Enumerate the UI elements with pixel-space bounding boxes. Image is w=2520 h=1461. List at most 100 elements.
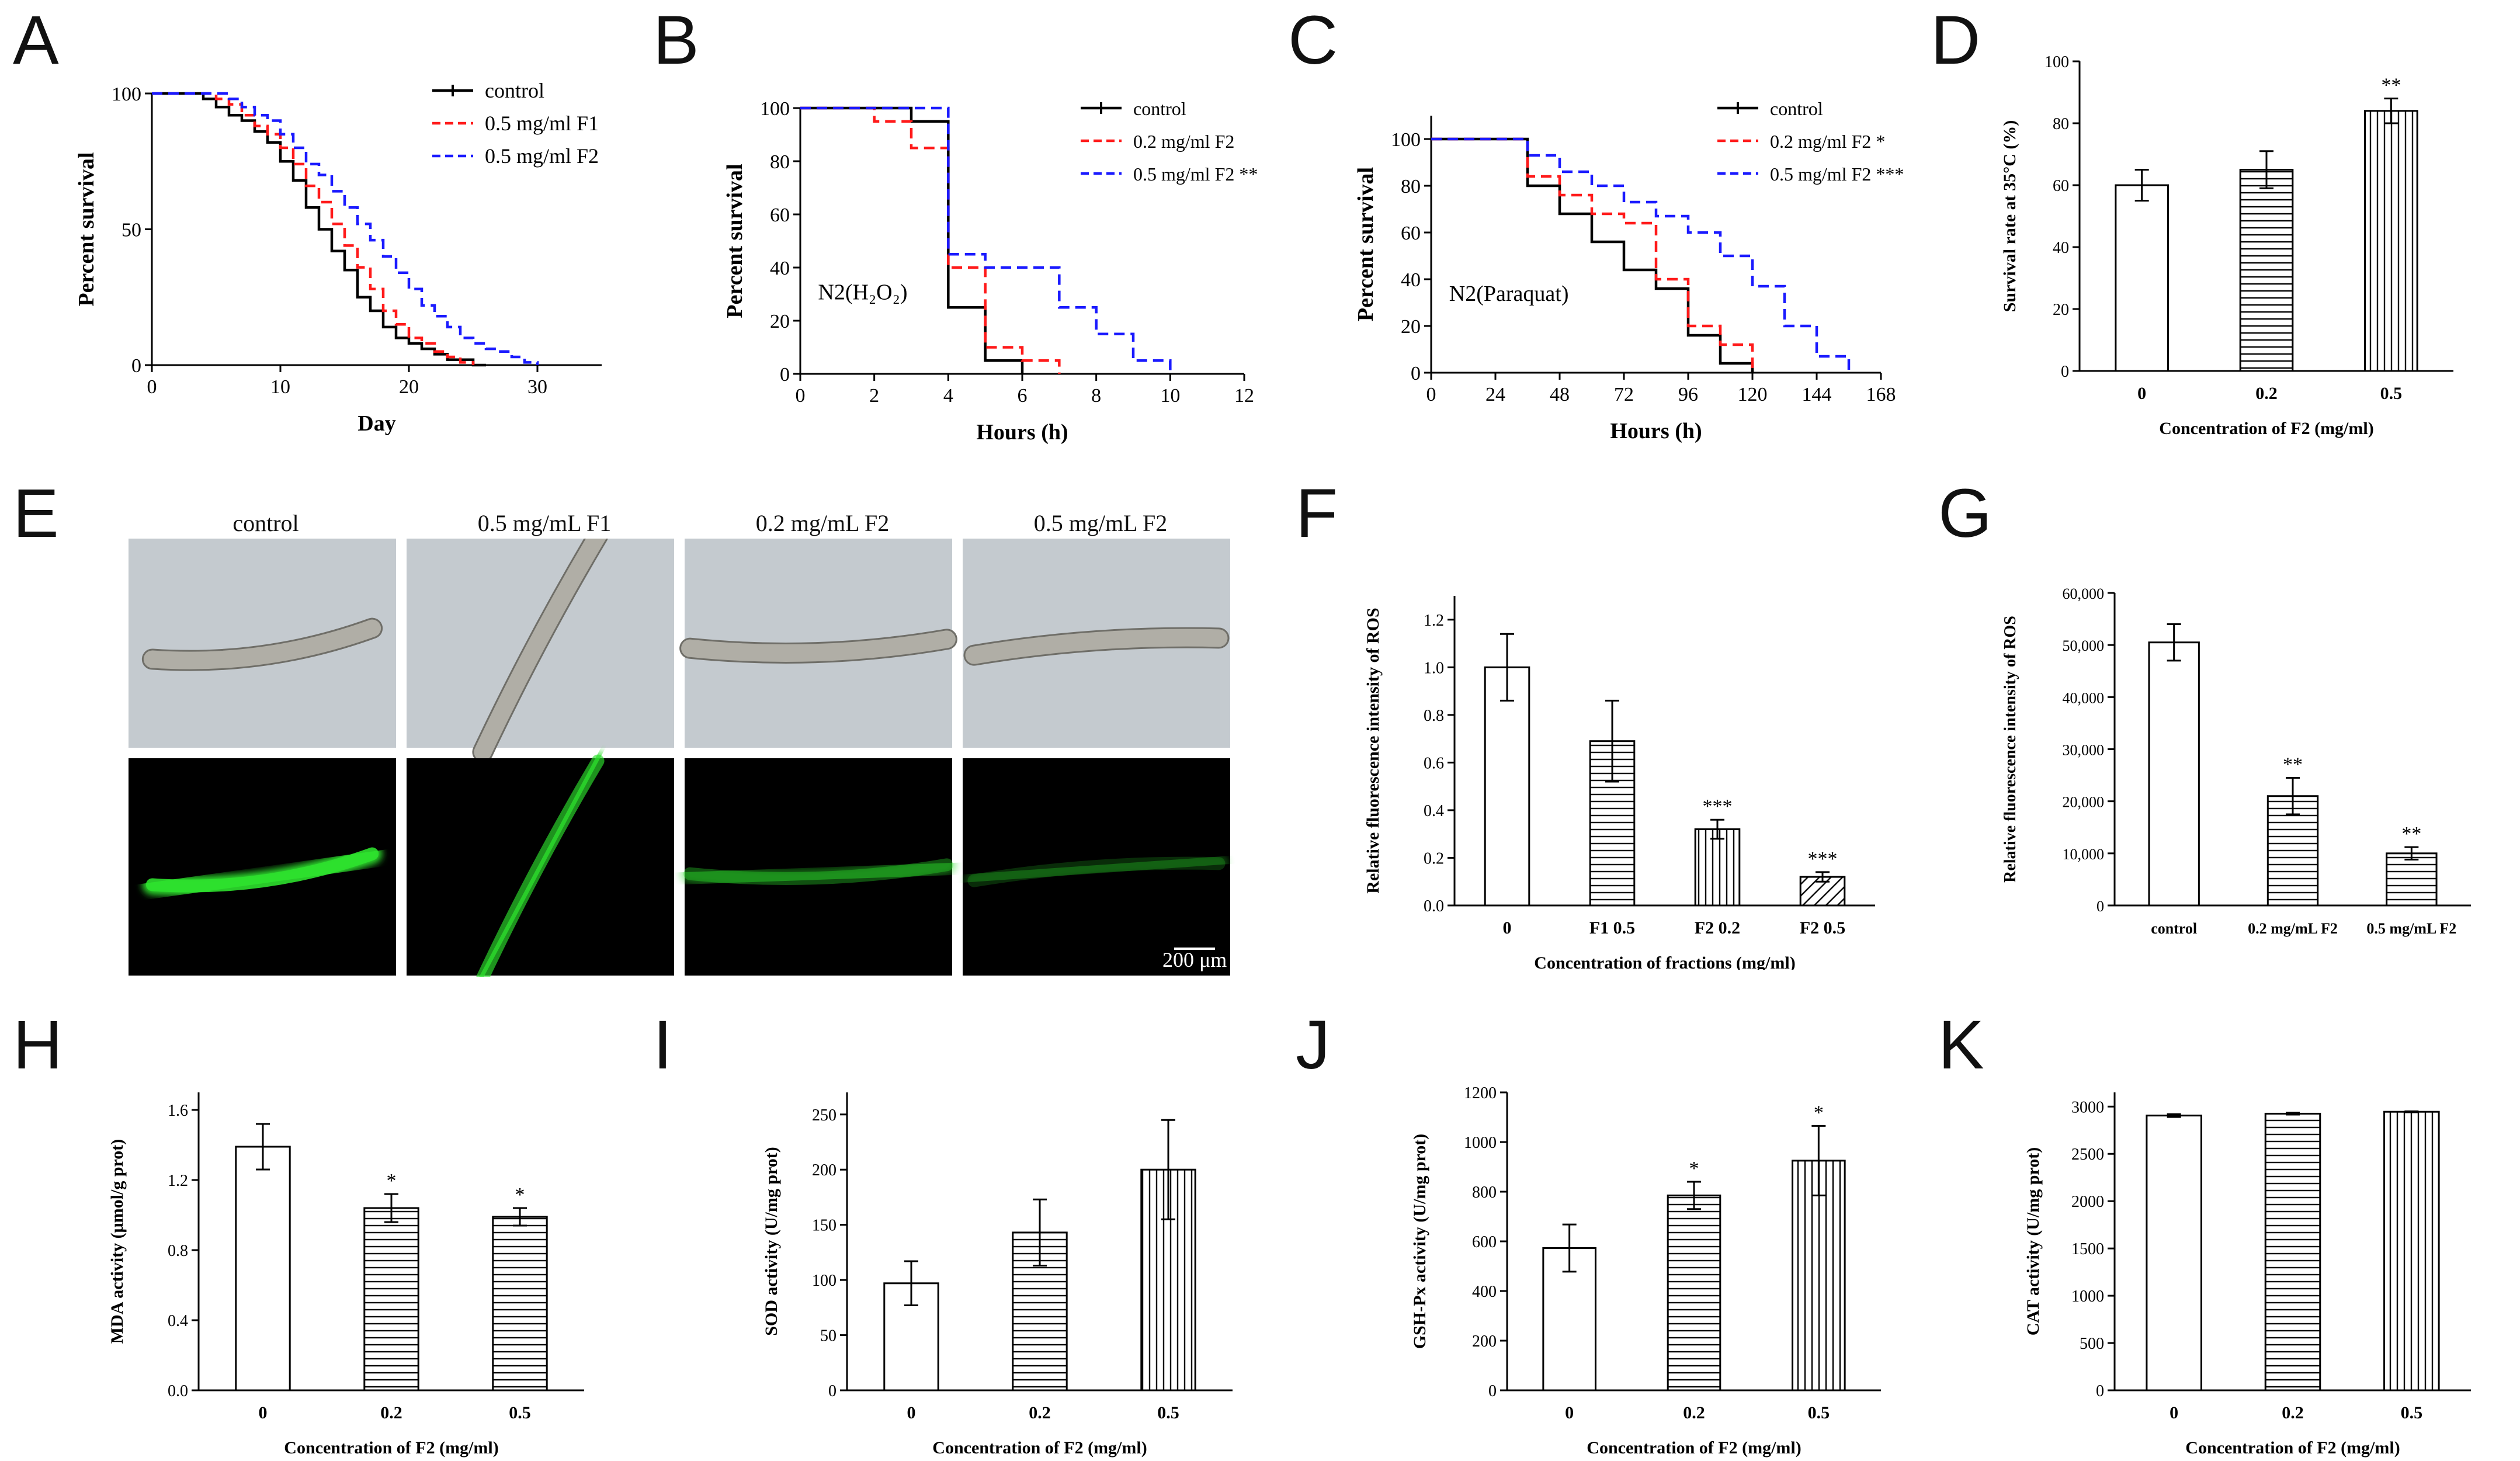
legend-label: control — [1133, 98, 1186, 119]
y-tick-label: 30,000 — [2063, 742, 2105, 759]
x-axis-label: Day — [357, 411, 395, 436]
category-label: 0.2 — [2255, 384, 2278, 403]
y-tick-label: 10,000 — [2063, 846, 2105, 863]
chart-f: 0.0 0.2 0.4 0.6 0.8 1.0 1.2 0 F1 0.5 *** F2 0.2 ***… — [1363, 596, 1875, 970]
y-axis-label: MDA activity (μmol/g prot) — [107, 1139, 127, 1344]
x-tick-label: 8 — [1091, 385, 1101, 407]
category-label: 0.5 — [509, 1403, 531, 1422]
survival-line-treatment-1 — [800, 106, 1061, 374]
legend-label: 0.5 mg/ml F1 — [485, 112, 599, 135]
chart-c: 0 24 48 72 96 120 144 168 0 20 40 60 80 100 Hours (h) P… — [1353, 98, 1904, 443]
y-axis-label: CAT activity (U/mg prot) — [2023, 1147, 2043, 1335]
chart-i: 0 50 100 150 200 250 0 0.2 0.5 Concentration of F… — [762, 1092, 1233, 1457]
y-tick-label: 0.8 — [1424, 707, 1444, 725]
worm-brightfield — [963, 627, 1230, 666]
worm-brightfield — [141, 617, 383, 671]
y-axis-label: Relative fluorescence intensity of ROS — [1363, 608, 1383, 893]
micro-col-label-f2-05: 0.5 mg/mL F2 — [1033, 510, 1168, 536]
y-tick-label: 50,000 — [2063, 637, 2105, 654]
chart-h: 0.0 0.4 0.8 1.2 1.6 0 * 0.2 * 0.5 Concentration of… — [107, 1092, 584, 1457]
category-label: 0 — [2137, 384, 2146, 403]
x-tick-label: 4 — [943, 385, 953, 407]
category-label: control — [2151, 920, 2197, 937]
significance-label: ** — [2401, 823, 2421, 845]
bar-1 — [2264, 1112, 2321, 1391]
significance-label: * — [1814, 1102, 1824, 1123]
category-label: F1 0.5 — [1589, 918, 1635, 938]
significance-label: * — [1689, 1158, 1699, 1179]
micro-col-label-control: control — [232, 510, 299, 536]
y-tick-label: 500 — [2080, 1335, 2104, 1353]
y-tick-label: 0 — [2096, 898, 2104, 915]
x-tick-label: 30 — [527, 376, 547, 398]
y-tick-label: 2000 — [2071, 1193, 2104, 1211]
y-tick-label: 0.0 — [168, 1382, 188, 1400]
y-tick-label: 1200 — [1464, 1084, 1497, 1102]
x-tick-label: 0 — [1426, 384, 1436, 405]
category-label: 0.2 — [1029, 1403, 1051, 1422]
category-label: 0 — [259, 1403, 268, 1422]
y-tick-label: 1500 — [2071, 1240, 2104, 1258]
y-tick-label: 80 — [770, 151, 790, 173]
y-tick-label: 50 — [820, 1327, 836, 1345]
y-axis-label: Survival rate at 35°C (%) — [2000, 120, 2019, 313]
worm-brightfield — [679, 629, 957, 664]
category-label: 0.5 — [2401, 1403, 2423, 1422]
bar-0 — [2146, 1115, 2202, 1391]
bar-2 — [2383, 1111, 2440, 1391]
x-tick-label: 12 — [1234, 385, 1254, 407]
panel-letter-g: G — [1938, 475, 1992, 552]
panel-letter-e: E — [13, 475, 59, 552]
panel-letter-b: B — [653, 2, 699, 79]
significance-label: ** — [2283, 754, 2303, 776]
x-tick-label: 144 — [1802, 384, 1832, 405]
category-label: 0.5 mg/mL F2 — [2366, 920, 2456, 937]
x-tick-label: 24 — [1485, 384, 1505, 405]
category-label: 0.2 mg/mL F2 — [2248, 920, 2338, 937]
category-label: 0 — [1503, 918, 1512, 938]
y-tick-label: 80 — [1401, 176, 1421, 197]
y-tick-label: 800 — [1472, 1184, 1497, 1202]
y-tick-label: 60 — [1401, 223, 1421, 244]
y-tick-label: 40 — [770, 258, 790, 279]
y-tick-label: 20 — [2053, 301, 2069, 319]
category-label: 0.2 — [1683, 1403, 1705, 1422]
fluorescence-tile — [963, 758, 1230, 976]
y-axis-label: Percent survival — [1353, 167, 1378, 321]
chart-g: 0 10,000 20,000 30,000 40,000 50,000 60,000 con… — [2001, 585, 2471, 937]
x-axis-label: Concentration of F2 (mg/ml) — [2159, 419, 2373, 438]
category-label: 0 — [907, 1403, 916, 1422]
y-tick-label: 0.4 — [1424, 802, 1444, 820]
y-tick-label: 60 — [770, 204, 790, 226]
survival-line-treatment-2 — [152, 92, 539, 365]
x-axis-label: Hours (h) — [1610, 419, 1702, 443]
worm-body — [965, 629, 1228, 664]
bar-2 — [1694, 828, 1741, 907]
significance-label: * — [515, 1184, 525, 1206]
bar-1 — [2239, 169, 2294, 372]
y-tick-label: 400 — [1472, 1283, 1497, 1301]
y-axis-label: SOD activity (U/mg prot) — [762, 1147, 781, 1336]
bar-0 — [235, 1146, 291, 1391]
fluorescence-tile — [407, 751, 674, 977]
microscopy-grid — [129, 539, 1230, 977]
y-axis-label: Percent survival — [723, 164, 747, 318]
y-tick-label: 80 — [2053, 115, 2069, 133]
y-tick-label: 60 — [2053, 177, 2069, 195]
y-tick-label: 0 — [2061, 363, 2069, 381]
survival-line-treatment-1 — [1431, 137, 1754, 373]
y-axis-label: Relative fluorescence intensity of ROS — [2001, 616, 2019, 883]
survival-line-control — [800, 106, 1024, 374]
panel-letter-j: J — [1296, 1007, 1330, 1084]
worm-gfp-body — [967, 856, 1226, 887]
brightfield-tile — [407, 539, 674, 763]
legend-label: 0.5 mg/ml F2 *** — [1770, 164, 1904, 185]
legend-label: 0.2 mg/ml F2 * — [1770, 131, 1885, 152]
bar-0 — [2115, 184, 2169, 372]
x-tick-label: 20 — [399, 376, 419, 398]
x-axis-label: Concentration of F2 (mg/ml) — [284, 1438, 498, 1457]
y-tick-label: 0.8 — [168, 1242, 188, 1260]
micro-col-label-f2-02: 0.2 mg/mL F2 — [755, 510, 890, 536]
panel-letter-c: C — [1288, 2, 1338, 79]
worm-gfp-body — [145, 847, 379, 893]
